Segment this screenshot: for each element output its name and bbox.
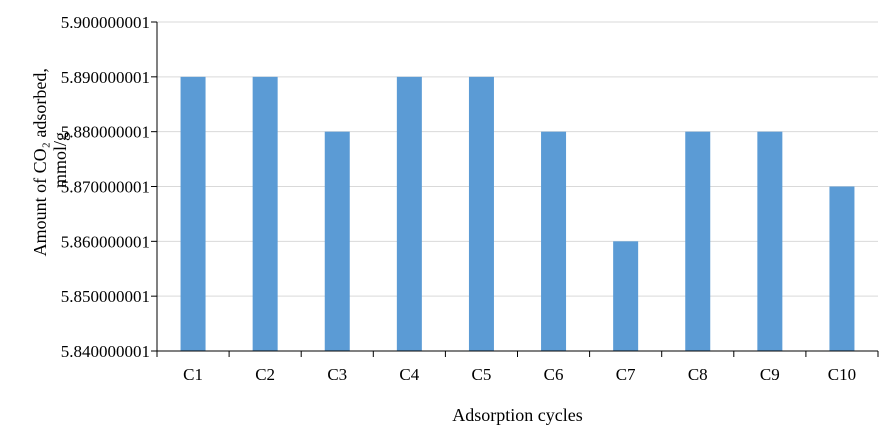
bar-c4 — [396, 76, 422, 351]
x-tick-labels: C1 C2 C3 C4 C5 C6 C7 C8 C9 C10 — [156, 351, 879, 384]
y-tick-labels: 5.840000001 5.850000001 5.860000001 5.87000… — [61, 13, 157, 361]
y-axis-title-line-2: mmol/g — [50, 132, 70, 188]
bar-c3 — [324, 131, 350, 351]
x-tick-label: C4 — [399, 365, 419, 384]
x-tick-label: C7 — [616, 365, 636, 384]
x-tick-label: C3 — [327, 365, 347, 384]
bar-c8 — [685, 131, 711, 351]
x-tick-label: C8 — [688, 365, 708, 384]
x-tick-label: C9 — [760, 365, 780, 384]
y-tick-label: 5.890000001 — [61, 68, 150, 87]
x-tick-label: C1 — [183, 365, 203, 384]
y-axis-title-line-1: Amount of CO₂ adsorbed, — [30, 68, 50, 256]
y-tick-label: 5.860000001 — [61, 232, 150, 251]
y-tick-label: 5.900000001 — [61, 13, 150, 32]
x-tick-label: C6 — [544, 365, 564, 384]
x-tick-label: C2 — [255, 365, 275, 384]
x-tick-label: C5 — [472, 365, 492, 384]
bar-c6 — [541, 131, 567, 351]
y-tick-label: 5.880000001 — [61, 123, 150, 142]
bar-c5 — [468, 76, 494, 351]
bars — [180, 76, 855, 351]
bar-c10 — [829, 186, 855, 351]
x-axis-title: Adsorption cycles — [452, 405, 582, 425]
y-tick-label: 5.840000001 — [61, 342, 150, 361]
y-axis-title: Amount of CO₂ adsorbed, mmol/g — [30, 64, 70, 257]
bar-c1 — [180, 76, 206, 351]
y-tick-label: 5.870000001 — [61, 178, 150, 197]
bar-c7 — [613, 241, 639, 351]
y-tick-label: 5.850000001 — [61, 287, 150, 306]
bar-c2 — [252, 76, 278, 351]
x-tick-label: C10 — [828, 365, 856, 384]
bar-c9 — [757, 131, 783, 351]
